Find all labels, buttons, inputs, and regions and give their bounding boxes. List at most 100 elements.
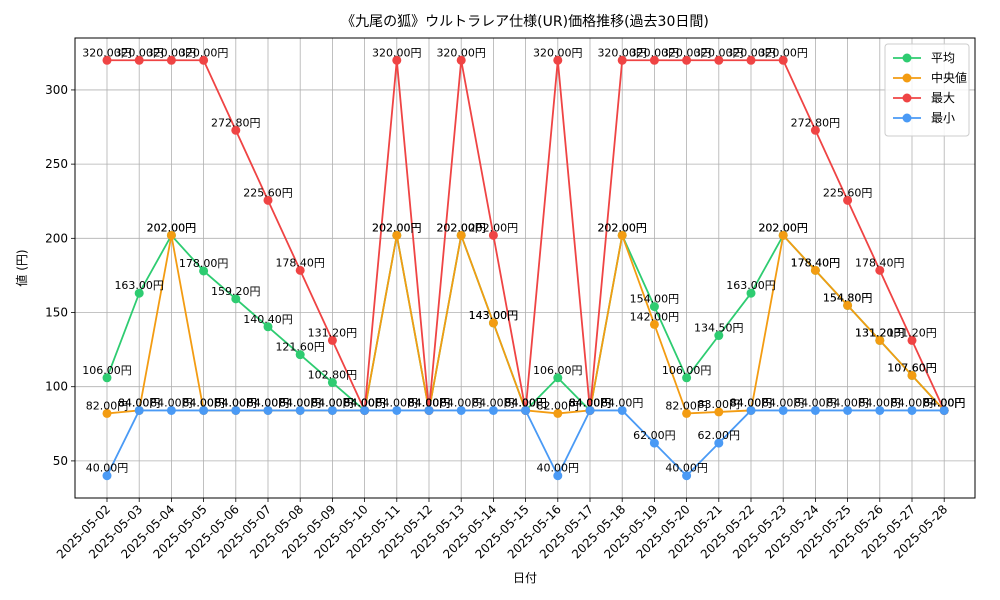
data-label: 106.00円: [662, 364, 712, 377]
data-label: 40.00円: [86, 462, 129, 475]
data-label: 154.80円: [823, 291, 873, 304]
data-label: 202.00円: [758, 221, 808, 234]
data-point: [714, 331, 724, 341]
data-point: [199, 55, 209, 65]
data-label: 202.00円: [436, 221, 486, 234]
data-label: 84.00円: [569, 396, 612, 409]
data-point: [875, 265, 885, 275]
data-label: 84.00円: [730, 396, 773, 409]
data-point: [166, 405, 176, 415]
data-label: 84.00円: [150, 396, 193, 409]
y-tick-label: 250: [45, 157, 68, 171]
data-label: 84.00円: [504, 396, 547, 409]
legend-label: 最大: [931, 91, 955, 105]
data-label: 202.00円: [372, 221, 422, 234]
data-label: 320.00円: [147, 46, 197, 59]
data-label: 107.60円: [887, 361, 937, 374]
data-label: 84.00円: [182, 396, 225, 409]
data-label: 84.00円: [247, 396, 290, 409]
data-label: 84.00円: [923, 396, 966, 409]
data-label: 320.00円: [372, 46, 422, 59]
y-tick-label: 200: [45, 231, 68, 245]
data-point: [102, 471, 112, 481]
data-label: 84.00円: [730, 396, 773, 409]
data-label: 320.00円: [597, 46, 647, 59]
data-point: [843, 300, 853, 310]
data-label: 84.00円: [376, 396, 419, 409]
data-point: [263, 195, 273, 205]
data-point: [553, 408, 563, 418]
chart-title: 《九尾の狐》ウルトラレア仕様(UR)価格推移(過去30日間): [341, 14, 709, 30]
data-label: 320.00円: [694, 46, 744, 59]
data-label: 84.00円: [247, 396, 290, 409]
y-axis-title: 値 (円): [14, 249, 29, 286]
data-label: 320.00円: [114, 46, 164, 59]
data-point: [521, 405, 531, 415]
data-label: 84.00円: [408, 396, 451, 409]
data-label: 84.00円: [601, 396, 644, 409]
data-label: 131.20円: [855, 326, 905, 339]
data-point: [682, 373, 692, 383]
data-point: [488, 230, 498, 240]
data-point: [263, 405, 273, 415]
data-label: 202.00円: [372, 221, 422, 234]
data-label: 84.00円: [504, 396, 547, 409]
data-label: 102.80円: [308, 369, 358, 382]
data-point: [746, 288, 756, 298]
data-label: 84.00円: [569, 396, 612, 409]
data-label: 84.00円: [762, 396, 805, 409]
data-point: [488, 318, 498, 328]
data-label: 320.00円: [533, 46, 583, 59]
data-point: [907, 335, 917, 345]
data-label: 84.00円: [279, 396, 322, 409]
data-point: [617, 55, 627, 65]
y-tick-label: 50: [53, 454, 68, 468]
data-label: 107.60円: [887, 361, 937, 374]
data-label: 84.00円: [923, 396, 966, 409]
data-point: [778, 230, 788, 240]
data-label: 84.00円: [182, 396, 225, 409]
data-point: [199, 405, 209, 415]
data-point: [295, 405, 305, 415]
data-point: [649, 55, 659, 65]
data-label: 142.00円: [630, 310, 680, 323]
data-label: 62.00円: [633, 429, 676, 442]
legend-swatch-marker: [902, 73, 912, 83]
legend-label: 中央値: [931, 70, 967, 85]
data-label: 84.00円: [343, 396, 386, 409]
data-label: 163.00円: [114, 279, 164, 292]
data-point: [424, 405, 434, 415]
legend-label: 最小: [931, 111, 955, 125]
data-label: 84.00円: [311, 396, 354, 409]
x-axis-title: 日付: [513, 571, 537, 585]
data-label: 202.00円: [469, 221, 519, 234]
data-label: 320.00円: [436, 46, 486, 59]
data-label: 84.00円: [118, 396, 161, 409]
legend-swatch-marker: [902, 53, 912, 63]
series-4: [102, 405, 949, 481]
data-point: [231, 405, 241, 415]
data-point: [746, 55, 756, 65]
data-label: 178.00円: [179, 257, 229, 270]
data-point: [231, 125, 241, 135]
data-label: 62.00円: [698, 429, 741, 442]
data-label: 84.00円: [826, 396, 869, 409]
data-label: 159.20円: [211, 285, 261, 298]
data-point: [553, 471, 563, 481]
data-point: [939, 405, 949, 415]
data-label: 106.00円: [533, 364, 583, 377]
data-label: 84.00円: [279, 396, 322, 409]
data-point: [102, 55, 112, 65]
data-point: [649, 302, 659, 312]
data-point: [617, 405, 627, 415]
data-point: [327, 335, 337, 345]
data-point: [553, 55, 563, 65]
data-label: 82.00円: [537, 399, 580, 412]
data-label: 154.80円: [823, 291, 873, 304]
data-label: 84.00円: [343, 396, 386, 409]
data-label: 202.00円: [597, 221, 647, 234]
data-point: [456, 230, 466, 240]
y-tick-label: 300: [45, 83, 68, 97]
data-point: [843, 405, 853, 415]
